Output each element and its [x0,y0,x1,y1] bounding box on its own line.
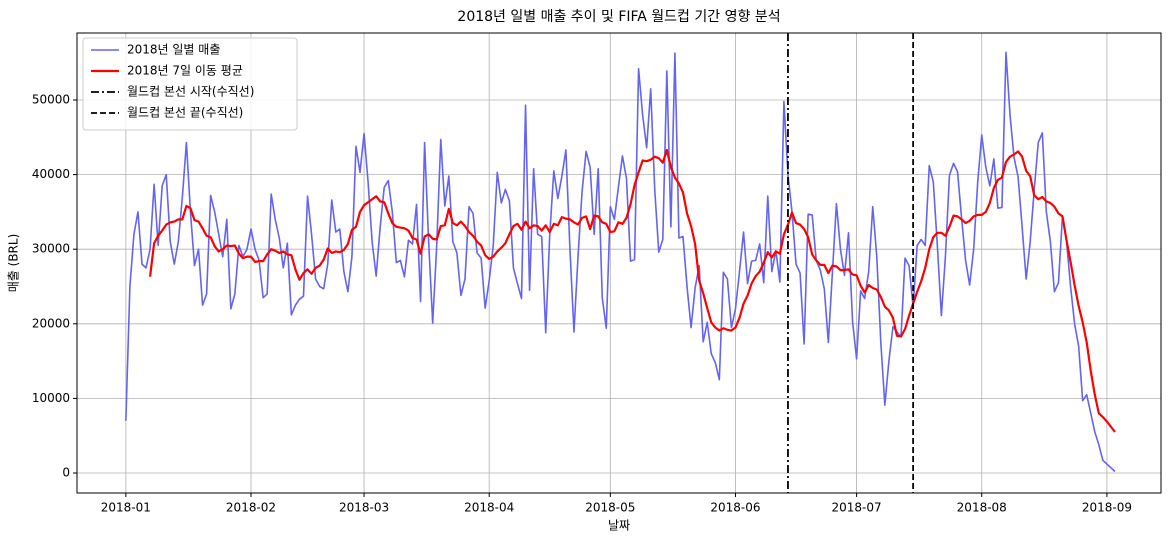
chart-title: 2018년 일별 매출 추이 및 FIFA 월드컵 기간 영향 분석 [457,9,780,25]
y-tick-label: 20000 [32,316,70,330]
x-tick-label: 2018-03 [339,501,389,515]
plot-frame [76,32,1162,494]
legend-box [82,37,298,131]
legend-label: 월드컵 본선 시작(수직선) [127,85,254,99]
legend-label: 2018년 7일 이동 평균 [127,64,243,78]
x-tick-label: 2018-05 [585,501,635,515]
legend-label: 2018년 일별 매출 [127,43,220,57]
y-tick-label: 0 [62,466,70,480]
y-tick-label: 30000 [32,242,70,256]
x-tick-label: 2018-09 [1082,501,1132,515]
x-tick-label: 2018-01 [101,501,151,515]
x-tick-label: 2018-02 [226,501,276,515]
y-tick-label: 50000 [32,92,70,106]
series-line [125,51,1116,473]
y-axis-label: 매출 (BRL) [7,234,21,293]
x-tick-label: 2018-06 [710,501,760,515]
y-tick-label: 40000 [32,167,70,181]
x-tick-label: 2018-08 [957,501,1007,515]
legend-label: 월드컵 본선 끝(수직선) [127,106,243,120]
y-tick-label: 10000 [32,391,70,405]
x-tick-label: 2018-04 [464,501,514,515]
series-line [148,148,1116,433]
x-axis-label: 날짜 [608,519,630,533]
x-tick-label: 2018-07 [832,501,882,515]
